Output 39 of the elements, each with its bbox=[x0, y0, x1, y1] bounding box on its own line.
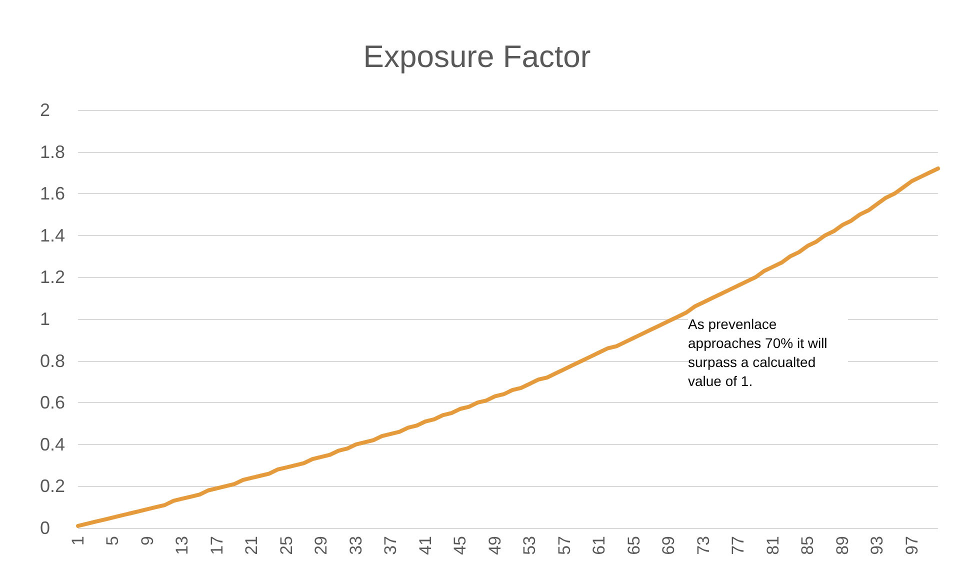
y-tick-label: 0.4 bbox=[40, 434, 66, 454]
y-tick-label: 1.6 bbox=[40, 184, 66, 204]
x-tick-label: 69 bbox=[659, 536, 678, 555]
x-tick-label: 21 bbox=[242, 536, 262, 555]
x-tick-label: 49 bbox=[485, 536, 504, 555]
x-tick-label: 73 bbox=[694, 536, 713, 555]
annotation: As prevenlace approaches 70% it will surpass a calcualted value of 1. bbox=[688, 315, 848, 391]
x-tick-label: 53 bbox=[520, 536, 540, 555]
y-tick-label: 0.6 bbox=[40, 392, 66, 413]
x-tick-label: 5 bbox=[103, 536, 122, 546]
x-tick-label: 89 bbox=[832, 536, 852, 555]
x-tick-label: 65 bbox=[624, 536, 644, 555]
y-tick-label: 1 bbox=[40, 309, 50, 329]
x-tick-label: 29 bbox=[312, 536, 331, 555]
x-tick-label: 77 bbox=[728, 536, 748, 555]
x-tick-label: 1 bbox=[68, 536, 88, 546]
x-tick-label: 33 bbox=[346, 536, 366, 555]
x-tick-label: 81 bbox=[763, 536, 782, 555]
x-tick-label: 37 bbox=[381, 536, 400, 555]
x-tick-label: 61 bbox=[590, 536, 609, 555]
y-tick-label: 0 bbox=[40, 518, 50, 538]
x-tick-label: 17 bbox=[207, 536, 226, 555]
y-tick-label: 1.4 bbox=[40, 225, 66, 246]
x-tick-label: 93 bbox=[868, 536, 887, 555]
x-tick-label: 97 bbox=[902, 536, 922, 555]
y-tick-label: 1.8 bbox=[40, 142, 66, 162]
y-tick-label: 2 bbox=[40, 100, 50, 120]
x-tick-label: 41 bbox=[416, 536, 435, 555]
x-tick-label: 45 bbox=[450, 536, 470, 555]
x-tick-label: 13 bbox=[172, 536, 192, 555]
chart-title: Exposure Factor bbox=[363, 39, 591, 74]
x-tick-label: 57 bbox=[554, 536, 574, 555]
y-tick-label: 0.2 bbox=[40, 476, 66, 496]
y-tick-label: 1.2 bbox=[40, 267, 66, 288]
x-tick-label: 9 bbox=[138, 536, 157, 546]
x-tick-label: 25 bbox=[276, 536, 296, 555]
line-series bbox=[76, 166, 940, 528]
y-tick-label: 0.8 bbox=[40, 350, 66, 371]
x-tick-label: 85 bbox=[798, 536, 818, 555]
